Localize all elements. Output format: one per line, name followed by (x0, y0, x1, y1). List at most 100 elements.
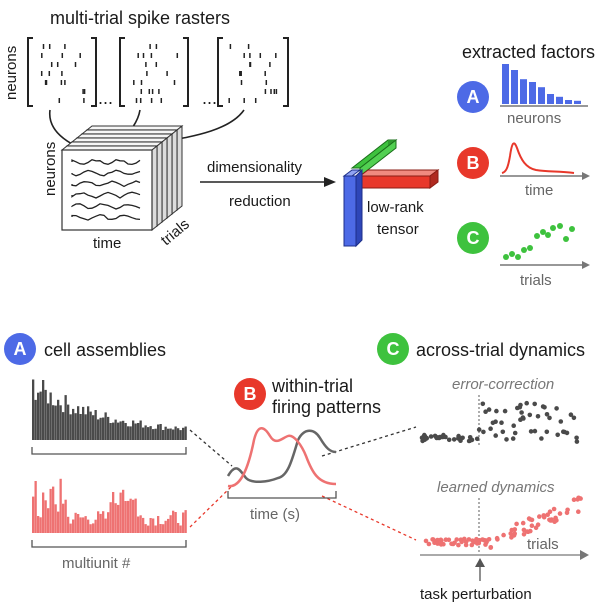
histogram-bar (44, 500, 47, 533)
scatter-point (532, 428, 538, 434)
scatter-point (514, 521, 519, 527)
histogram-bar (67, 516, 70, 533)
histogram-bar (147, 427, 150, 440)
histogram-bar (82, 406, 85, 440)
histogram-bar (87, 406, 90, 440)
scatter-point (504, 437, 509, 442)
scatter-point (558, 419, 564, 424)
histogram-bar (47, 403, 50, 440)
scatter-point (564, 430, 570, 436)
histogram-bar (122, 420, 125, 440)
assembly-histogram-top (32, 379, 187, 440)
bottom-b-letter: B (244, 384, 257, 404)
histogram-bar (64, 395, 67, 440)
bottom-a-letter: A (14, 339, 27, 359)
factor-a-bar (556, 96, 563, 104)
scatter-point (544, 429, 550, 435)
raster-group (27, 37, 289, 107)
factor-a-bar (574, 100, 581, 104)
factor-a-bar (538, 87, 545, 104)
histogram-bar (47, 508, 50, 533)
scatter-point (434, 435, 440, 441)
scatter-point (426, 541, 432, 547)
task-perturbation-label: task perturbation (420, 586, 532, 603)
histogram-bar (172, 510, 175, 533)
factor-a-bars (502, 64, 581, 104)
scatter-point (420, 438, 425, 444)
scatter-point (520, 520, 526, 526)
scatter-point (574, 435, 579, 441)
scatter-point (430, 537, 435, 542)
histogram-bar (32, 496, 35, 533)
histogram-bar (79, 414, 82, 440)
histogram-bar (77, 406, 80, 440)
learned-dynamics-label: learned dynamics (437, 479, 555, 496)
histogram-bar (97, 419, 100, 440)
scatter-point (512, 531, 517, 536)
histogram-bar (92, 415, 95, 440)
scatter-point (535, 522, 541, 527)
histogram-bar (129, 426, 132, 440)
scatter-point (500, 429, 506, 435)
rasters-neurons-label: neurons (3, 46, 20, 100)
histogram-bar (114, 503, 117, 533)
bottom-a-title: cell assemblies (44, 340, 166, 360)
scatter-point (472, 539, 477, 545)
histogram-bar (117, 422, 120, 440)
histogram-bar (159, 524, 162, 533)
tensor-trace (71, 158, 141, 166)
histogram-bar (164, 520, 167, 533)
scatter-error-correction (419, 400, 580, 444)
scatter-point (541, 514, 547, 520)
histogram-bar (99, 417, 102, 440)
scatter-point (575, 497, 580, 502)
scatter-point (551, 506, 557, 512)
factor-a-bar (502, 64, 509, 104)
histogram-bar (107, 416, 110, 440)
histogram-bar (84, 516, 87, 533)
factor-b-axis-label: time (525, 182, 553, 199)
factor-a-bar (529, 82, 536, 104)
scatter-point (466, 537, 472, 542)
histogram-bar (97, 511, 100, 533)
histogram-bar (59, 405, 62, 440)
histogram-bar (69, 414, 72, 440)
factor-c-axis-arrow (582, 261, 590, 269)
scatter-point (446, 537, 452, 543)
histogram-bar (67, 404, 70, 440)
histogram-bar (99, 513, 102, 533)
scatter-point (440, 434, 446, 440)
rasters-title: multi-trial spike rasters (50, 8, 230, 28)
histogram-bar (154, 525, 157, 533)
scatter-point (521, 532, 527, 537)
scatter-point (544, 412, 550, 417)
histogram-bar (74, 512, 77, 533)
factor-b-axis-arrow (582, 172, 590, 180)
scatter-point (512, 430, 518, 436)
scatter-point (554, 406, 559, 411)
factor-a-bar (547, 94, 554, 104)
histogram-bar (34, 481, 37, 533)
scatter-point (528, 528, 533, 534)
error-correction-label: error-correction (452, 376, 554, 393)
perturbation-arrowhead (475, 558, 485, 567)
scatter-point (576, 509, 581, 514)
histogram-bar (169, 428, 172, 440)
scatter-point (490, 420, 496, 426)
scatter-point (571, 415, 577, 421)
bottom-a-badge (4, 333, 36, 365)
scatter-point (460, 435, 465, 441)
histogram-bar (109, 502, 112, 533)
histogram-bar (162, 430, 165, 440)
scatter-point (574, 439, 580, 444)
scatter-point (526, 516, 532, 521)
scatter-point (571, 497, 577, 503)
scatter-point (441, 541, 446, 547)
scatter-point (527, 412, 533, 418)
histogram-bar (104, 518, 107, 533)
histogram-bar (79, 517, 82, 533)
scatter-point (561, 429, 566, 435)
factor-c-badge (457, 222, 489, 254)
scatter-point (511, 423, 516, 429)
